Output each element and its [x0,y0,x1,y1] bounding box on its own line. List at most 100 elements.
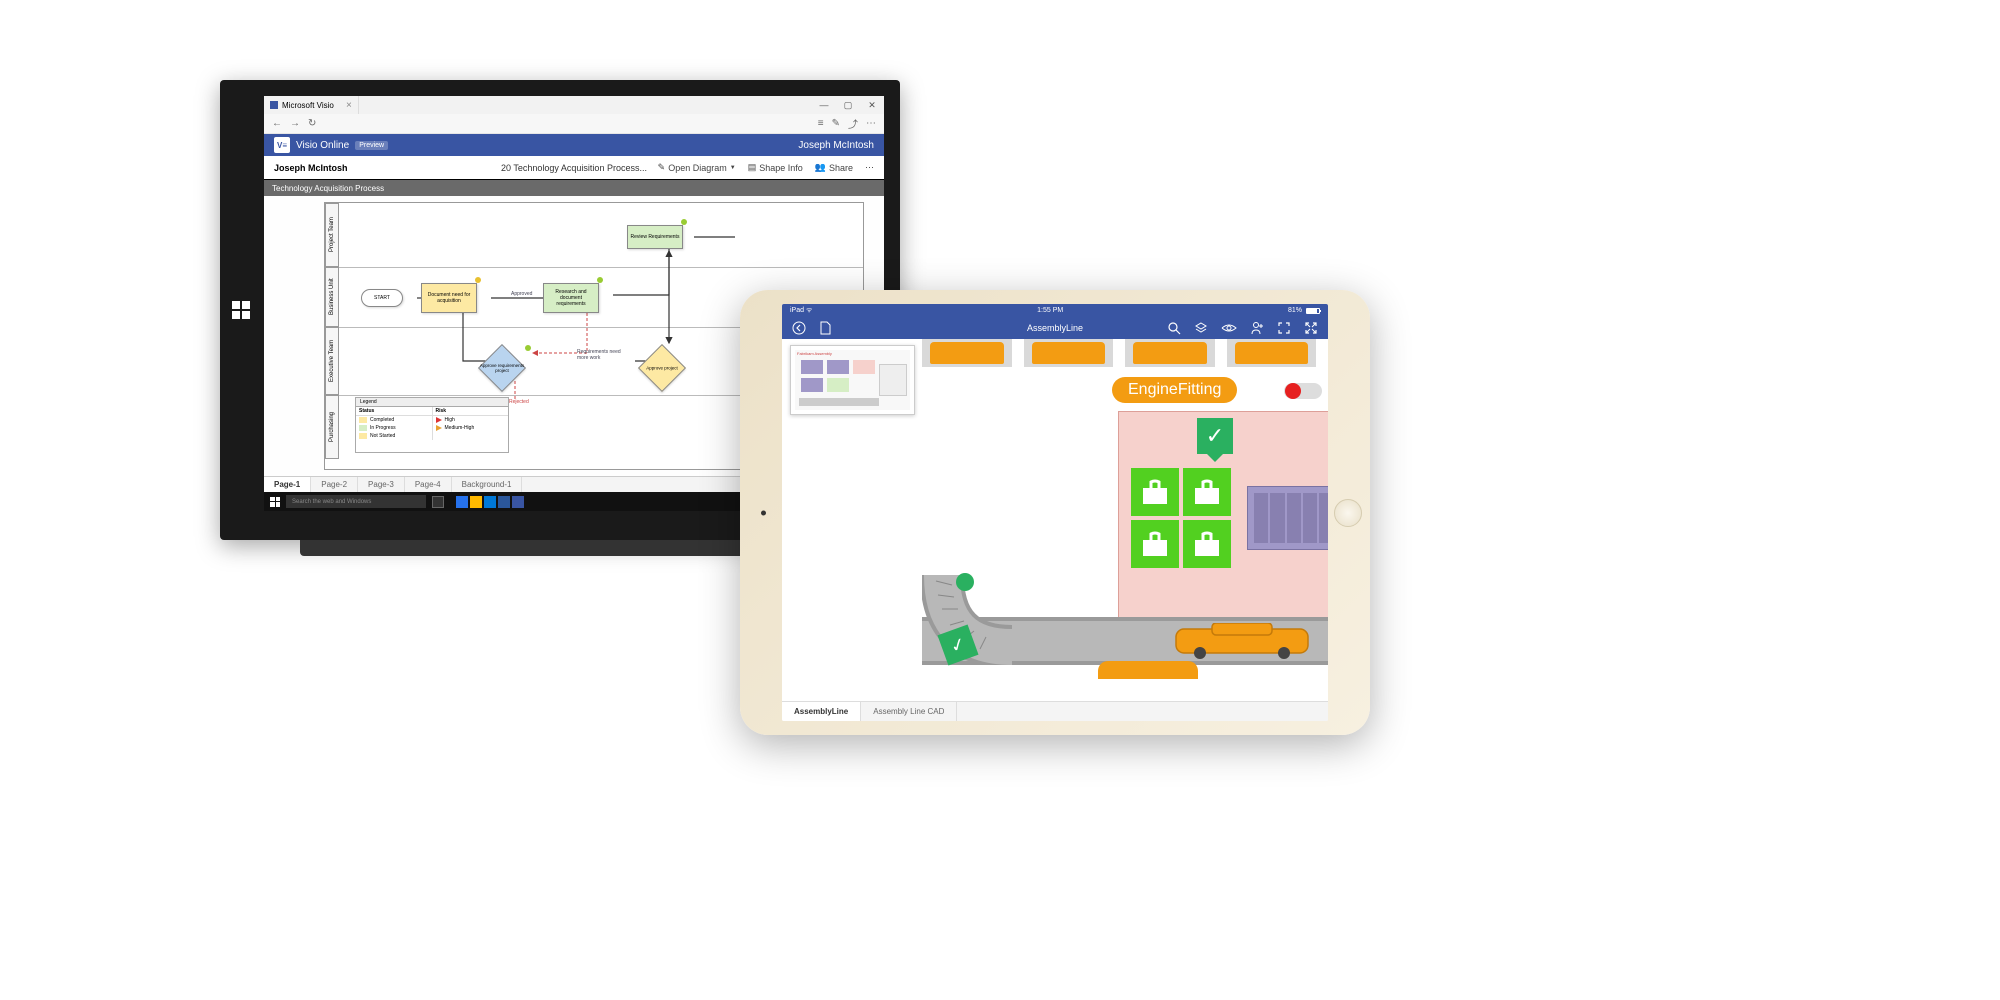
notes-icon[interactable]: ✎ [832,118,840,129]
add-person-icon[interactable] [1250,321,1264,335]
legend-swatch-icon [359,425,367,431]
back-button[interactable] [792,321,806,335]
battery-icon [1306,308,1320,314]
ipad-screen: iPad ᯤ 1:55 PM 81% AssemblyLine [782,304,1328,721]
layers-icon[interactable] [1194,321,1208,335]
refresh-button[interactable]: ↻ [308,118,316,129]
page-tab[interactable]: Page-1 [264,477,311,492]
share-page-icon[interactable]: ⤴ [848,116,858,131]
ipad-home-button[interactable] [1334,499,1362,527]
surface-stand [300,540,810,556]
signed-in-user[interactable]: Joseph McIntosh [798,140,874,151]
address-bar: ← → ↻ ≡ ✎ ⤴ ⋯ [264,114,884,134]
edge-rejected-label: Rejected [509,399,529,405]
owner-name: Joseph McIntosh [274,163,348,173]
legend-row: Medium-High [433,424,509,432]
share-button[interactable]: 👥Share [815,162,853,173]
more-icon[interactable]: ⋯ [866,118,876,129]
legend-title: Legend [356,398,508,407]
visibility-icon[interactable] [1221,322,1237,334]
shape-info-button[interactable]: ▤Shape Info [748,162,803,173]
taskbar-edge-icon[interactable] [484,496,496,508]
legend-swatch-icon [359,417,367,423]
page-tab[interactable]: Background-1 [452,477,523,492]
car-on-conveyor-icon [1172,623,1312,659]
document-title: 20 Technology Acquisition Process... [501,163,647,173]
decision-approve-project-label: Approve project [638,366,686,371]
close-tab-icon[interactable]: × [346,100,352,111]
visio-app-header: V≡ Visio Online Preview Joseph McIntosh [264,134,884,156]
close-window-button[interactable]: ✕ [860,100,884,111]
ipad-canvas[interactable]: Fabrikam Assembly EngineFittin [782,339,1328,701]
battery-percent: 81% [1288,307,1302,314]
lane-executive-team: Executive Team [325,327,339,395]
overview-thumbnail[interactable]: Fabrikam Assembly [790,345,915,415]
task-view-icon[interactable] [432,496,444,508]
tab-title: Microsoft Visio [282,101,334,110]
minimize-button[interactable]: — [812,100,836,111]
car-icon [1032,342,1106,364]
browser-tab[interactable]: Microsoft Visio × [264,96,359,114]
ipad-tab-strip: AssemblyLine Assembly Line CAD [782,701,1328,721]
file-icon[interactable] [819,321,831,335]
ipad-camera [761,510,766,515]
windows-logo-icon [232,301,250,319]
ipad-tab[interactable]: AssemblyLine [782,702,861,721]
car-icon [1235,342,1309,364]
node-start[interactable]: START [361,289,403,307]
visio-app-icon: V≡ [274,137,290,153]
ipad-tablet: iPad ᯤ 1:55 PM 81% AssemblyLine [740,290,1370,735]
page-tab[interactable]: Page-3 [358,477,405,492]
diagram-title-bar: Technology Acquisition Process [264,180,884,196]
taskbar-visio-icon[interactable] [512,496,524,508]
taskbar-search[interactable]: Search the web and Windows [286,495,426,508]
status-dot-icon [681,219,687,225]
browser-tab-strip: Microsoft Visio × — ▢ ✕ [264,96,884,114]
device-name: iPad [790,307,804,314]
package-icon [1131,468,1179,516]
search-icon[interactable] [1167,321,1181,335]
thumb-title: Fabrikam Assembly [797,351,832,356]
legend-flag-icon [436,425,442,431]
legend-row: Completed [356,416,432,424]
forward-button[interactable]: → [290,118,300,129]
status-toggle[interactable] [1284,383,1322,399]
ios-status-bar: iPad ᯤ 1:55 PM 81% [782,304,1328,317]
status-dot-icon [525,345,531,351]
package-grid [1131,468,1231,568]
taskbar-word-icon[interactable] [498,496,510,508]
station-label[interactable]: EngineFitting [1112,377,1237,403]
preview-badge: Preview [355,141,388,150]
more-options-button[interactable]: ⋯ [865,162,874,173]
node-research[interactable]: Research and document requirements [543,283,599,313]
chevron-down-icon: ▼ [730,165,736,171]
top-conveyor [922,339,1328,367]
start-button[interactable] [270,497,280,507]
car-icon [1133,342,1207,364]
reading-list-icon[interactable]: ≡ [818,118,824,129]
next-car-icon [1098,661,1198,679]
node-document-need[interactable]: Document need for acquisition [421,283,477,313]
page-tab[interactable]: Page-2 [311,477,358,492]
fit-icon[interactable] [1277,321,1291,335]
lane-purchasing: Purchasing [325,395,339,459]
package-icon [1183,468,1231,516]
ipad-tab[interactable]: Assembly Line CAD [861,702,957,721]
open-diagram-button[interactable]: ✎Open Diagram▼ [658,162,736,173]
taskbar-app-icon[interactable] [470,496,482,508]
assembly-view: EngineFitting ✓ ✕ [922,339,1328,701]
expand-icon[interactable] [1304,321,1318,335]
work-zone[interactable]: ✓ ✕ [1118,411,1328,651]
lane-business-unit: Business Unit [325,267,339,327]
back-button[interactable]: ← [272,118,282,129]
maximize-button[interactable]: ▢ [836,100,860,111]
node-review[interactable]: Review Requirements [627,225,683,249]
visio-toolbar: Joseph McIntosh 20 Technology Acquisitio… [264,156,884,180]
window-controls: — ▢ ✕ [812,100,884,111]
pencil-icon: ✎ [658,162,666,173]
share-icon: 👥 [815,162,826,173]
app-name: Visio Online [296,140,349,151]
taskbar-app-icon[interactable] [456,496,468,508]
machine-icon [1247,486,1328,550]
page-tab[interactable]: Page-4 [405,477,452,492]
